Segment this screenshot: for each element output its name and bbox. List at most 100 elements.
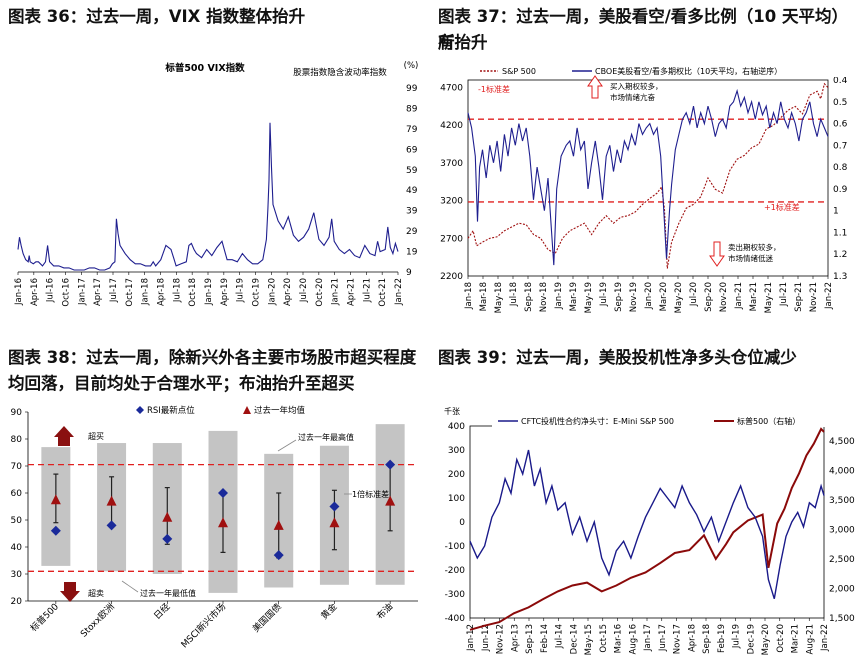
chart37-sp500-line <box>467 82 829 269</box>
chart39-yleft-tick-label: 400 <box>448 422 465 432</box>
chart37-xtick-label: Nov-18 <box>539 282 549 312</box>
chart37-yright-tick-label: 1.1 <box>833 228 847 238</box>
chart36-xtick-label: Oct-18 <box>188 278 198 307</box>
chart36-ytick-label: 39 <box>406 207 418 217</box>
chart37-yright-tick-label: 1.2 <box>833 250 847 260</box>
chart38-rsi-latest-marker <box>106 520 117 531</box>
chart36-title: 图表 36：过去一周，VIX 指数整体抬升 <box>8 7 306 26</box>
chart37-yleft-tick-label: 2700 <box>440 234 463 244</box>
chart36-ytick-label: 29 <box>406 227 418 237</box>
chart37-legend-sp-label: S&P 500 <box>502 67 536 76</box>
chart39-xtick-label: Oct-20 <box>776 624 786 653</box>
chart37-ref-plus1-label: +1标准差 <box>764 202 800 212</box>
chart37-xtick-label: Nov-19 <box>629 282 639 312</box>
chart36-xtick-label: Jan-22 <box>394 278 404 306</box>
chart38-year-mean-marker <box>218 517 228 528</box>
chart38-year-mean-marker <box>329 517 340 528</box>
chart37-xtick-label: Jul-20 <box>689 282 699 307</box>
chart39-xtick-label: Nov-12 <box>496 624 506 654</box>
chart36-xtick-label: Jul-18 <box>172 278 182 303</box>
chart37-xtick-label: Jul-19 <box>599 282 609 307</box>
chart39-yright-tick-label: 4,500 <box>829 437 855 447</box>
chart37-legend-bg <box>470 64 846 77</box>
chart38-year-mean-marker <box>385 495 396 506</box>
chart39-yleft-tick-label: 200 <box>448 470 465 480</box>
chart39-xtick-label: Apr-13 <box>510 624 520 652</box>
chart37-yright-tick-label: 0.7 <box>833 141 847 151</box>
chart38-rsi-latest-marker <box>273 550 284 561</box>
chart38-ytick-label: 50 <box>11 516 23 526</box>
chart36-xtick-label: Jan-16 <box>14 278 24 306</box>
chart38-ytick-label: 70 <box>11 462 23 472</box>
chart38-ytick-label: 40 <box>11 543 23 553</box>
chart38-legend-mean-marker <box>243 406 251 414</box>
chart39-xtick-label: Sep-13 <box>525 624 535 654</box>
chart38-ytick-label: 20 <box>11 597 23 607</box>
chart37-yleft-tick-label: 3700 <box>440 159 463 169</box>
chart38-ytick-label: 90 <box>11 408 23 418</box>
chart38-rsi-latest-marker <box>329 501 340 512</box>
chart39-xtick-label: Jan-22 <box>820 624 830 652</box>
chart37-xtick-label: Jan-20 <box>644 282 654 310</box>
chart38-year-low-pointer <box>121 580 139 593</box>
chart37-note-bearish-1: 卖出期权较多， <box>728 242 781 252</box>
chart37-xtick-label: Jul-18 <box>509 282 519 307</box>
chart39-xtick-label: Apr-18 <box>687 624 697 652</box>
chart37-xtick-label: Jan-21 <box>734 282 744 310</box>
chart38-rsi-latest-marker <box>385 459 396 470</box>
chart39-xtick-label: Jan-12 <box>466 624 476 652</box>
chart38-legend-mean-label: 过去一年均值 <box>254 405 306 416</box>
chart37-putcall: 2200 2700 3200 3700 4200 4700 0.4 0.5 0.6 0.7 0.8 0… <box>440 64 848 313</box>
chart39-yleft-tick-label: -300 <box>445 590 466 600</box>
chart37-xtick-label: Nov-20 <box>719 282 729 312</box>
chart38-year-mean-marker <box>50 494 61 505</box>
chart37-xtick-label: Nov-21 <box>809 282 819 312</box>
chart39-yleft-tick-label: 0 <box>459 518 465 528</box>
chart37-xtick-label: Sep-21 <box>794 282 804 312</box>
chart37-yleft-tick-label: 4700 <box>440 84 463 94</box>
chart39-xtick-label: Jun-12 <box>481 624 491 652</box>
chart37-xtick-label: May-18 <box>494 282 504 313</box>
chart39-xtick-label: Sep-18 <box>702 624 712 654</box>
chart36-vix: 标普500 VIX指数 股票指数隐含波动率指数 (%) 9 19 29 39 49 59 6… <box>14 61 418 307</box>
chart37-yright-tick-label: 0.8 <box>833 163 848 173</box>
chart39-xtick-label: Dec-19 <box>746 624 756 654</box>
chart39-xtick-label: May-20 <box>761 624 771 655</box>
chart38-ytick-label: 60 <box>11 489 23 499</box>
chart38-category-label: 日经 <box>151 601 172 622</box>
chart36-vix-line <box>17 122 399 271</box>
chart37-yleft-tick-label: 2200 <box>440 272 463 282</box>
chart37-xtick-label: Sep-19 <box>614 282 624 312</box>
chart36-xtick-label: Apr-19 <box>220 278 230 306</box>
chart36-xtick-label: Apr-20 <box>283 278 293 306</box>
chart37-xtick-label: Jan-19 <box>554 282 564 310</box>
chart36-xtick-label: Jul-21 <box>362 278 372 303</box>
chart39-xtick-label: Oct-15 <box>599 624 609 653</box>
chart37-xtick-label: Sep-18 <box>524 282 534 312</box>
chart36-xtick-label: Apr-16 <box>30 278 40 306</box>
chart36-xtick-label: Jan-20 <box>267 278 277 306</box>
chart38-category-label: 布油 <box>374 601 395 622</box>
chart38-rsi: 20 30 40 50 60 70 80 90 标普500 Stoxx欧洲 日经 MSCI新兴市场 美国… <box>11 405 418 650</box>
chart39-xtick-label: Aug-21 <box>805 624 815 654</box>
chart38-category-label: 黄金 <box>318 601 339 622</box>
chart36-ytick-label: 89 <box>406 104 418 114</box>
chart38-year-mean-marker <box>106 495 117 506</box>
chart36-xtick-label: Apr-21 <box>347 278 357 306</box>
chart39-title: 图表 39：过去一周，美股投机性净多头仓位减少 <box>438 348 797 367</box>
chart39-cftc: 千张 -400 -300 -200 -100 0 100 200 300 400 1,500 2,0… <box>444 406 855 655</box>
chart36-xtick-label: Oct-21 <box>378 278 388 307</box>
chart37-xtick-label: Jan-22 <box>824 282 834 310</box>
chart37-xtick-label: May-19 <box>584 282 594 313</box>
chart38-title-line1: 图表 38：过去一周，除新兴外各主要市场股市超买程度 <box>8 348 417 367</box>
chart39-xtick-label: Feb-14 <box>540 624 550 653</box>
chart39-yleft-tick-label: 300 <box>448 446 465 456</box>
chart39-yleft-tick-label: -100 <box>445 542 466 552</box>
chart38-year-mean-marker <box>273 519 284 530</box>
chart36-ytick-label: 9 <box>406 268 412 278</box>
chart39-legend-bg <box>492 414 832 427</box>
chart37-title-line2: 所抬升 <box>438 33 488 52</box>
chart39-yleft-tick-label: -200 <box>445 566 466 576</box>
chart38-rsi-latest-marker <box>50 525 61 536</box>
chart39-legend-sp-label: 标普500（右轴） <box>737 416 800 426</box>
